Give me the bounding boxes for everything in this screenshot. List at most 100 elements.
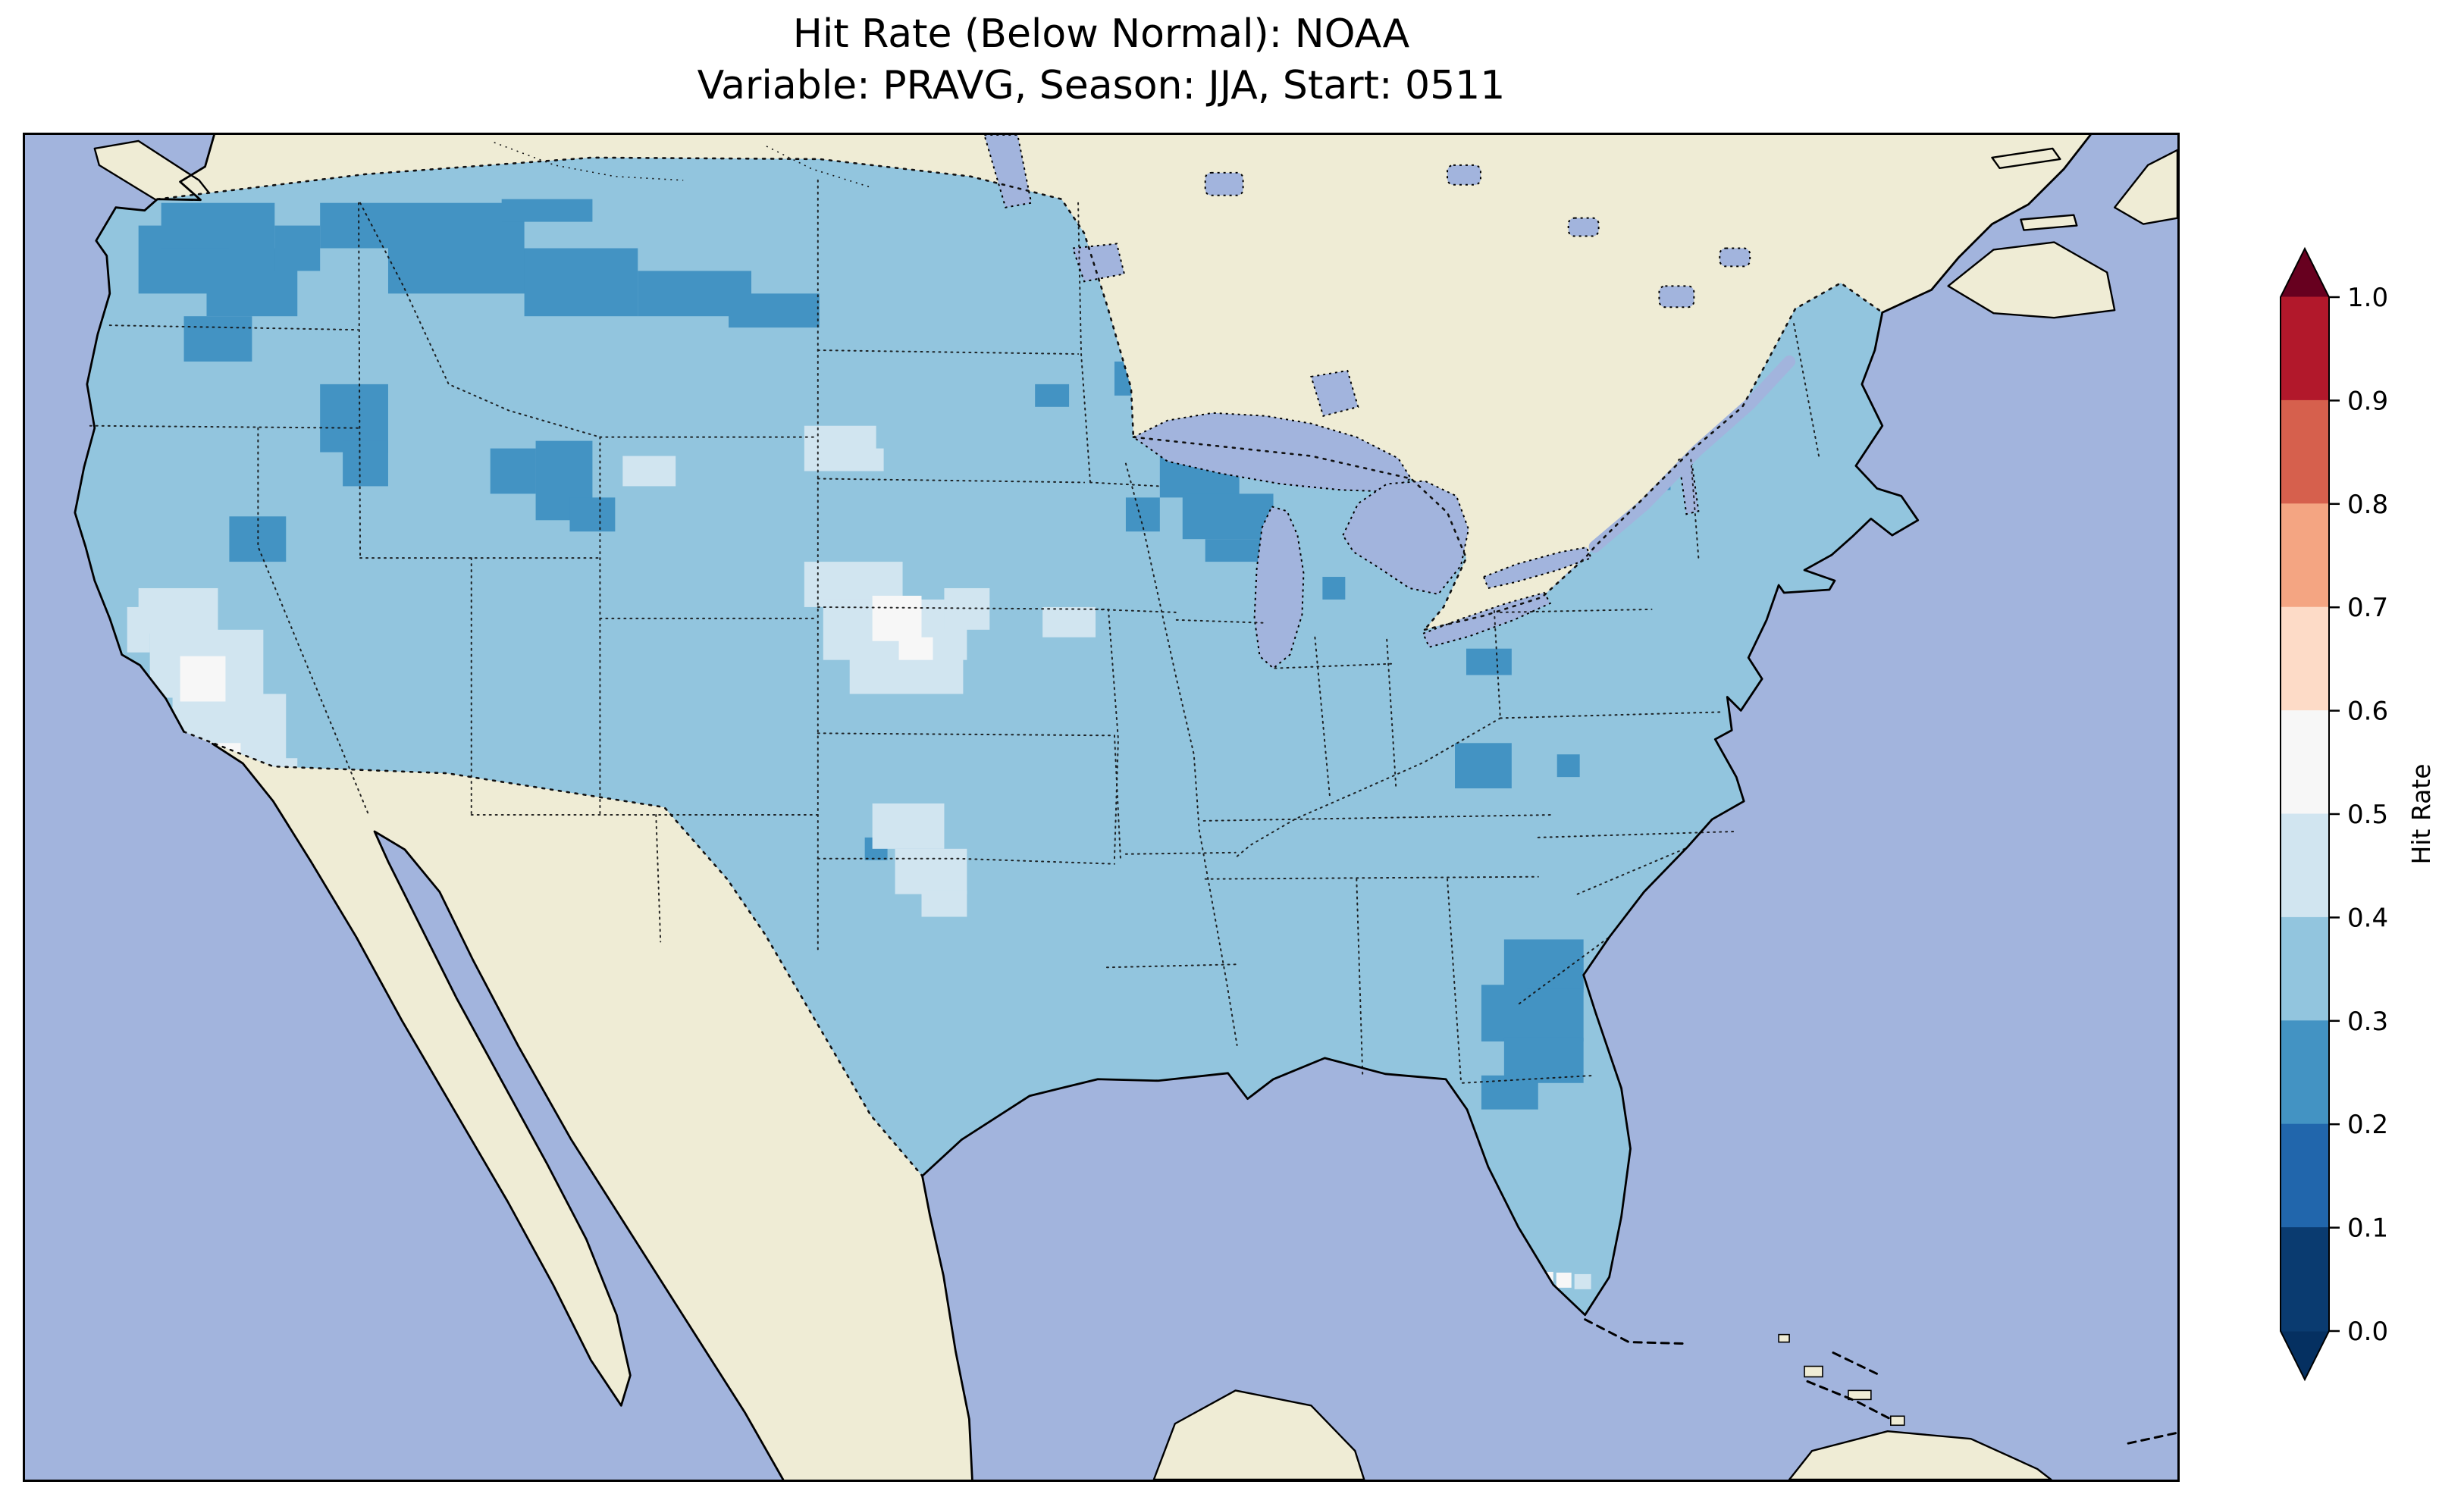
coastlines xyxy=(74,135,2092,1480)
region-florida-keys-pale xyxy=(1574,1273,1591,1289)
region-ohio-valley-south xyxy=(1455,743,1512,789)
region-pacific-northwest xyxy=(161,202,275,249)
lake-michigan xyxy=(1253,506,1305,669)
colorbar-tick-label: 0.2 xyxy=(2347,1110,2388,1140)
region-northern-rockies-border xyxy=(729,293,820,328)
colorbar-tick-label: 0.9 xyxy=(2347,386,2388,416)
region-dakotas xyxy=(849,448,884,471)
region-northern-rockies-border xyxy=(524,248,638,317)
region-upper-midwest-wisconsin xyxy=(1035,384,1070,407)
colorbar-segment xyxy=(2281,503,2329,608)
prince-edward-island xyxy=(2020,214,2078,231)
colorbar-segment xyxy=(2281,813,2329,918)
mexico-landmass xyxy=(183,731,973,1480)
region-mojave-great-basin xyxy=(127,606,150,653)
colorbar-tick-label: 0.4 xyxy=(2347,903,2388,933)
colorbar-extend-lower-arrow xyxy=(2281,1331,2329,1380)
dashed-island-coasts xyxy=(1584,1318,2177,1445)
yucatan xyxy=(1152,1389,1365,1480)
colorbar-segment xyxy=(2281,916,2329,1022)
region-central-idaho xyxy=(320,384,388,453)
anticosti-island xyxy=(1991,147,2061,170)
great-lakes xyxy=(983,135,1751,669)
nova-scotia xyxy=(1947,241,2116,319)
lake-of-the-woods xyxy=(1071,243,1126,283)
colorbar-tick-label: 0.7 xyxy=(2347,593,2388,623)
region-central-idaho xyxy=(343,440,388,487)
region-florida-tip-specks xyxy=(1556,1272,1572,1288)
international-borders xyxy=(156,156,1884,1177)
region-michigan-cell xyxy=(1322,577,1346,600)
colorbar-tick-label: 0.0 xyxy=(2347,1317,2388,1347)
lake-nipigon xyxy=(1310,369,1359,417)
colorbar-axis-label: Hit Rate xyxy=(2406,763,2436,864)
region-georgia-carolinas-florida xyxy=(1481,1075,1538,1110)
region-pacific-northwest xyxy=(183,316,252,362)
colorbar-segment xyxy=(2281,296,2329,401)
region-ohio-cells xyxy=(1466,648,1512,675)
region-southern-plains xyxy=(895,848,967,894)
region-iowa-missouri xyxy=(1042,606,1096,637)
region-northern-rockies-border xyxy=(501,199,593,222)
region-central-plains xyxy=(849,656,964,694)
figure-title: Hit Rate (Below Normal): NOAA Variable: … xyxy=(23,9,2180,111)
region-ohio-valley-south xyxy=(1556,754,1580,778)
lake-huron xyxy=(1342,480,1470,596)
colorbar-tick-label: 0.5 xyxy=(2347,800,2388,830)
state-borders xyxy=(89,179,1820,1084)
region-plains-core xyxy=(872,595,922,641)
lake-superior xyxy=(1131,412,1412,493)
region-great-basin-core xyxy=(180,656,226,702)
colorbar-segment xyxy=(2281,399,2329,505)
lake-ontario xyxy=(1482,547,1592,590)
newfoundland xyxy=(2113,149,2177,225)
bahamas-island xyxy=(1848,1389,1872,1401)
colorbar-segment xyxy=(2281,1020,2329,1125)
colorbar-tick-label: 0.6 xyxy=(2347,697,2388,727)
us-hit-rate-map xyxy=(23,133,2180,1482)
colorbar-segment xyxy=(2281,1227,2329,1332)
colorbar-segment xyxy=(2281,606,2329,712)
region-upper-midwest-wisconsin xyxy=(1125,497,1160,532)
canadian-lake xyxy=(1204,171,1244,196)
region-georgia-carolinas-florida xyxy=(1526,954,1584,989)
bahamas-island xyxy=(1804,1365,1823,1378)
colorbar-segment xyxy=(2281,710,2329,815)
canadian-lake xyxy=(1447,164,1481,186)
region-southern-plains xyxy=(872,803,945,849)
colorbar-canvas: 1.0 0.9 0.8 0.7 0.6 0.5 0.4 0.3 0.2 0.1 0.0 Hit Rat… xyxy=(2280,246,2436,1382)
canadian-lake xyxy=(1567,217,1600,237)
region-pacific-northwest xyxy=(274,225,321,271)
st-lawrence-river xyxy=(1588,355,1796,553)
canada-landmass xyxy=(157,135,2091,630)
canadian-lake xyxy=(1658,285,1695,309)
region-upper-midwest-wisconsin xyxy=(1182,493,1274,540)
figure-title-line1: Hit Rate (Below Normal): NOAA xyxy=(792,11,1410,57)
region-southern-plains xyxy=(921,890,967,917)
region-utah-wasatch xyxy=(490,448,536,494)
colorbar-segment xyxy=(2281,1123,2329,1229)
colorbar-tick-label: 0.1 xyxy=(2347,1214,2388,1244)
colorbar-tick-label: 1.0 xyxy=(2347,283,2388,313)
region-northeast-nevada xyxy=(229,516,287,562)
cuba xyxy=(1788,1430,2052,1480)
bahamas-island xyxy=(1890,1415,1905,1427)
colorbar-tick-label: 0.8 xyxy=(2347,490,2388,520)
colorbar-tick-label: 0.3 xyxy=(2347,1007,2388,1037)
map-canvas xyxy=(25,135,2177,1480)
region-mojave-great-basin xyxy=(138,587,218,634)
region-bighorn-mountains xyxy=(569,497,616,532)
region-plains-core xyxy=(898,637,933,660)
figure-title-line2: Variable: PRAVG, Season: JJA, Start: 051… xyxy=(697,62,1506,108)
bahamas-island xyxy=(1778,1333,1790,1343)
lake-erie xyxy=(1422,591,1552,648)
region-upper-midwest-wisconsin xyxy=(1205,539,1262,562)
hit-rate-patches xyxy=(127,199,1682,1289)
colorbar: 1.0 0.9 0.8 0.7 0.6 0.5 0.4 0.3 0.2 0.1 0.0 Hit Rat… xyxy=(2274,243,2464,1395)
canadian-lake xyxy=(1719,247,1751,268)
region-wyoming-basin xyxy=(622,456,676,487)
region-northern-rockies-border xyxy=(320,202,525,249)
colorbar-extend-upper-arrow xyxy=(2281,249,2329,297)
region-georgia-carolinas-florida xyxy=(1481,985,1584,1041)
